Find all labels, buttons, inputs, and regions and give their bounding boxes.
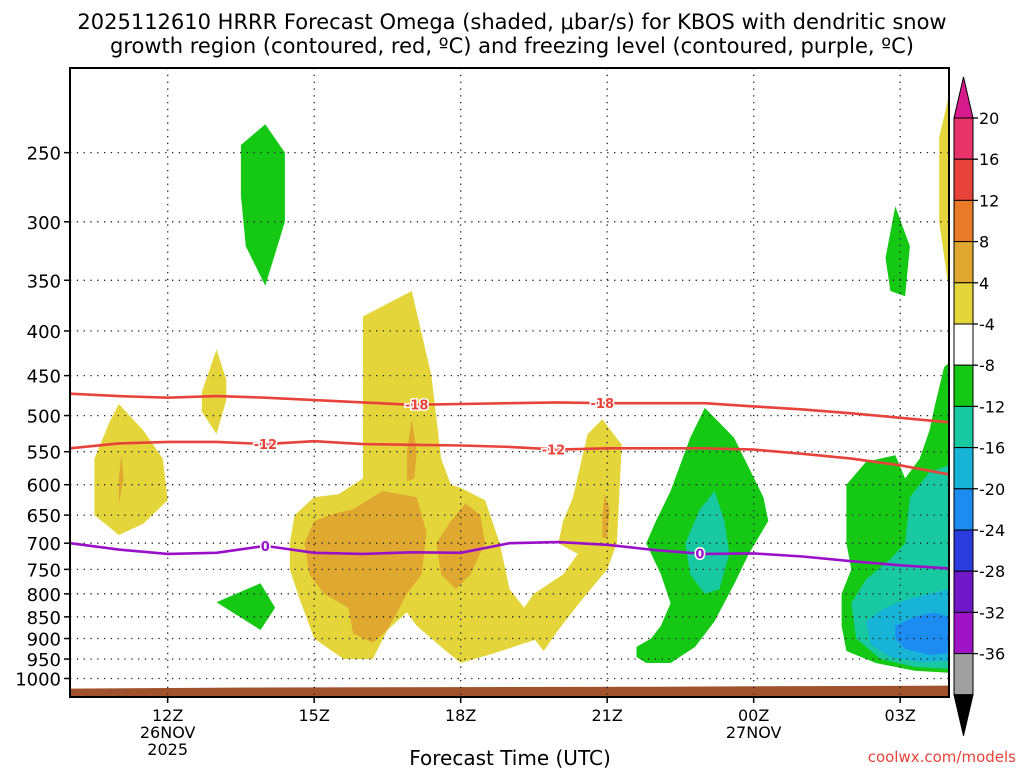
omega-region-teal-00z <box>685 491 730 594</box>
x-tick-label-00Z: 00Z <box>738 706 769 725</box>
contour-label-minus18-isotherm-1: -18 <box>591 397 615 412</box>
contour-line-minus18-isotherm <box>70 392 949 424</box>
contour-label-minus12-isotherm-0: -12 <box>254 438 278 453</box>
colorbar-swatch-3 <box>953 241 974 284</box>
x-tick-label-15Z: 15Z <box>299 706 330 725</box>
y-tick-label-850: 850 <box>27 608 61 629</box>
contour-label-minus12-isotherm-1: -12 <box>542 443 566 458</box>
colorbar-label-3: 8 <box>979 233 989 252</box>
colorbar-swatch-11 <box>953 570 974 613</box>
colorbar-legend: 20 16 12 8 4 -4 -8 -12 -16 -20 -24 -28 -32 -36 <box>953 76 1005 736</box>
x-axis-label: Forecast Time (UTC) <box>409 746 611 768</box>
colorbar-top-arrow <box>953 76 974 119</box>
omega-region-yellow-19z <box>514 419 622 651</box>
omega-region-yellow-11z <box>94 404 168 535</box>
omega-region-orange-17z <box>406 419 417 482</box>
colorbar-label-5: -4 <box>979 315 995 334</box>
colorbar-bottom-arrow <box>953 694 974 736</box>
omega-region-green-upper-03z <box>885 206 910 297</box>
y-tick-label-550: 550 <box>27 443 61 464</box>
colorbar-swatch-10 <box>953 529 974 572</box>
y-tick-label-900: 900 <box>27 630 61 651</box>
chart-title-line1: 2025112610 HRRR Forecast Omega (shaded, … <box>77 10 946 34</box>
surface-ground <box>70 685 949 697</box>
plot-frame <box>69 67 950 698</box>
colorbar-swatch-7 <box>953 405 974 449</box>
y-tick-label-800: 800 <box>27 585 61 606</box>
omega-region-yellow-top-right <box>939 95 949 292</box>
y-tick-label-700: 700 <box>27 534 61 555</box>
colorbar-swatch-1 <box>953 158 974 201</box>
y-tick-label-350: 350 <box>27 271 61 292</box>
colorbar-swatch-2 <box>953 199 974 243</box>
colorbar-label-10: -24 <box>979 521 1005 540</box>
y-tick-label-1000: 1000 <box>15 669 61 690</box>
colorbar-swatch-4 <box>953 282 974 325</box>
x-tick-label-21Z: 21Z <box>592 706 623 725</box>
colorbar-label-0: 20 <box>979 109 999 128</box>
pressure-axis: 2503003504004505005506006507007508008509… <box>15 144 70 690</box>
y-tick-label-750: 750 <box>27 560 61 581</box>
dotted-gridlines <box>70 68 949 697</box>
colorbar-swatch-13 <box>953 653 974 696</box>
omega-region-orange-11z <box>118 455 124 504</box>
omega-region-yellow-13z <box>201 349 227 435</box>
surface-terrain <box>70 685 949 697</box>
omega-region-blue-right <box>895 612 949 655</box>
omega-region-orange-main-right <box>436 503 486 590</box>
colorbar-swatch-5 <box>953 323 974 366</box>
y-tick-label-500: 500 <box>27 407 61 428</box>
temperature-contours: -18 -18 -12 -12 0 0 <box>70 392 949 570</box>
x-date-label-26NOV: 26NOV <box>140 723 196 742</box>
contour-label-minus18-isotherm-0: -18 <box>405 399 429 414</box>
y-tick-label-450: 450 <box>27 367 61 388</box>
contour-line-minus12-isotherm <box>70 439 949 476</box>
x-tick-label-03Z: 03Z <box>885 706 916 725</box>
colorbar-label-4: 4 <box>979 274 989 293</box>
colorbar-label-12: -32 <box>979 603 1005 622</box>
colorbar-swatch-6 <box>953 364 974 407</box>
chart-title-line2: growth region (contoured, red, ºC) and f… <box>110 34 914 58</box>
contour-label-freezing-level-0: 0 <box>261 540 270 555</box>
contour-line-freezing-level <box>70 540 949 570</box>
colorbar-swatch-9 <box>953 488 974 531</box>
colorbar-swatch-0 <box>953 117 974 160</box>
watermark-text: coolwx.com/models <box>868 748 1016 766</box>
y-tick-label-950: 950 <box>27 650 61 671</box>
omega-shaded-regions <box>94 95 949 673</box>
colorbar-label-8: -16 <box>979 439 1005 458</box>
colorbar-label-13: -36 <box>979 645 1005 664</box>
colorbar-label-7: -12 <box>979 397 1005 416</box>
colorbar-swatch-12 <box>953 611 974 655</box>
x-year-label-2025: 2025 <box>147 740 188 759</box>
y-tick-label-300: 300 <box>27 213 61 234</box>
omega-region-green-upper-14z <box>240 124 285 286</box>
colorbar-label-11: -28 <box>979 562 1005 581</box>
colorbar-label-6: -8 <box>979 356 995 375</box>
y-tick-label-650: 650 <box>27 506 61 527</box>
omega-region-orange-main-left <box>304 491 427 643</box>
y-tick-label-250: 250 <box>27 144 61 165</box>
colorbar-label-9: -20 <box>979 480 1005 499</box>
y-tick-label-600: 600 <box>27 476 61 497</box>
x-tick-label-12Z: 12Z <box>152 706 183 725</box>
omega-region-green-14z-low <box>216 583 276 630</box>
contour-label-freezing-level-1: 0 <box>695 548 704 563</box>
colorbar-swatch-8 <box>953 447 974 490</box>
colorbar-label-2: 12 <box>979 191 999 210</box>
x-date-label-27NOV: 27NOV <box>726 723 782 742</box>
omega-region-orange-21z <box>602 494 610 538</box>
x-tick-label-18Z: 18Z <box>445 706 476 725</box>
colorbar-label-1: 16 <box>979 150 999 169</box>
y-tick-label-400: 400 <box>27 322 61 343</box>
